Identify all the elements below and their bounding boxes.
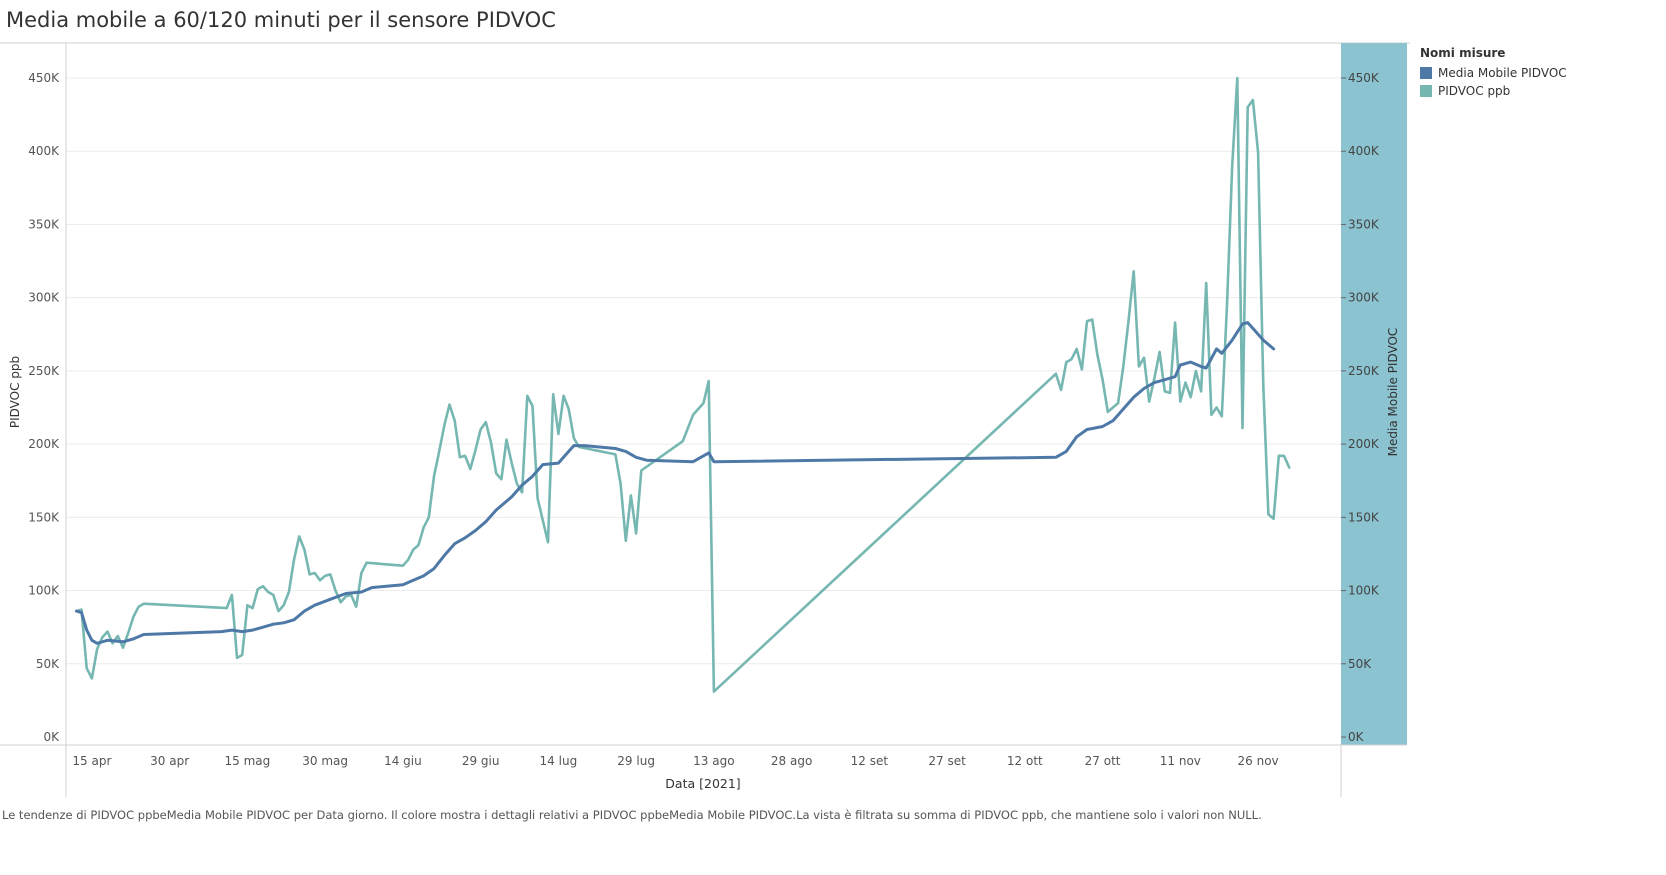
y-tick-label: 250K	[28, 364, 60, 378]
y2-tick-label: 400K	[1348, 144, 1380, 158]
y2-tick-label: 0K	[1348, 730, 1365, 744]
y2-tick-label: 50K	[1348, 657, 1372, 671]
series-layer	[74, 76, 1291, 693]
x-tick-label: 15 apr	[72, 754, 111, 768]
x-tick-label: 28 ago	[771, 754, 812, 768]
y-axis-left: 0K 50K 100K 150K 200K 250K 300K 350K 400K 450K	[28, 71, 60, 744]
x-tick-label: 11 nov	[1160, 754, 1201, 768]
y2-tick-label: 100K	[1348, 584, 1380, 598]
legend-item-pidvoc[interactable]: PIDVOC ppb	[1420, 82, 1567, 100]
legend-label: PIDVOC ppb	[1438, 84, 1511, 98]
legend-label: Media Mobile PIDVOC	[1438, 66, 1567, 80]
y-tick-label: 350K	[28, 217, 60, 231]
x-tick-label: 27 ott	[1085, 754, 1121, 768]
y-tick-label: 450K	[28, 71, 60, 85]
y-tick-label: 400K	[28, 144, 60, 158]
y2-tick-label: 450K	[1348, 71, 1380, 85]
y-tick-label: 150K	[28, 510, 60, 524]
y-axis-title: PIDVOC ppb	[8, 356, 22, 428]
x-tick-label: 12 ott	[1007, 754, 1043, 768]
chart-title: Media mobile a 60/120 minuti per il sens…	[6, 8, 556, 32]
legend-swatch	[1420, 67, 1432, 79]
x-tick-label: 13 ago	[693, 754, 734, 768]
y2-tick-label: 250K	[1348, 364, 1380, 378]
x-tick-label: 26 nov	[1238, 754, 1279, 768]
y-tick-label: 100K	[28, 584, 60, 598]
x-tick-label: 15 mag	[225, 754, 271, 768]
y-tick-label: 0K	[43, 730, 60, 744]
y-axis-right: 0K 50K 100K 150K 200K 250K 300K 350K 400K 450K	[1341, 71, 1380, 744]
series-line-media-mobile-pidvoc[interactable]	[74, 321, 1276, 645]
legend-swatch	[1420, 85, 1432, 97]
x-tick-label: 30 mag	[302, 754, 348, 768]
y2-tick-label: 150K	[1348, 510, 1380, 524]
legend: Nomi misure Media Mobile PIDVOC PIDVOC p…	[1420, 46, 1567, 100]
series-line-pidvoc-ppb[interactable]	[75, 76, 1291, 693]
gridlines	[66, 77, 1341, 665]
x-tick-label: 12 set	[851, 754, 889, 768]
y2-tick-label: 200K	[1348, 437, 1380, 451]
x-axis-title: Data [2021]	[665, 776, 740, 791]
x-tick-label: 27 set	[928, 754, 966, 768]
x-tick-label: 14 lug	[540, 754, 578, 768]
legend-item-media-mobile[interactable]: Media Mobile PIDVOC	[1420, 64, 1567, 82]
x-tick-label: 29 lug	[617, 754, 655, 768]
chart-caption: Le tendenze di PIDVOC ppbeMedia Mobile P…	[2, 808, 1262, 822]
x-tick-label: 30 apr	[150, 754, 189, 768]
x-tick-label: 14 giu	[384, 754, 422, 768]
x-axis: 15 apr 30 apr 15 mag 30 mag 14 giu 29 giu 14 l…	[72, 754, 1278, 768]
y2-tick-label: 300K	[1348, 291, 1380, 305]
y2-tick-label: 350K	[1348, 217, 1380, 231]
secondary-axis-panel	[1341, 43, 1407, 745]
legend-title: Nomi misure	[1420, 46, 1506, 60]
y-tick-label: 50K	[36, 657, 60, 671]
y-tick-label: 300K	[28, 291, 60, 305]
x-tick-label: 29 giu	[462, 754, 500, 768]
y2-axis-title: Media Mobile PIDVOC	[1386, 328, 1400, 457]
y-tick-label: 200K	[28, 437, 60, 451]
